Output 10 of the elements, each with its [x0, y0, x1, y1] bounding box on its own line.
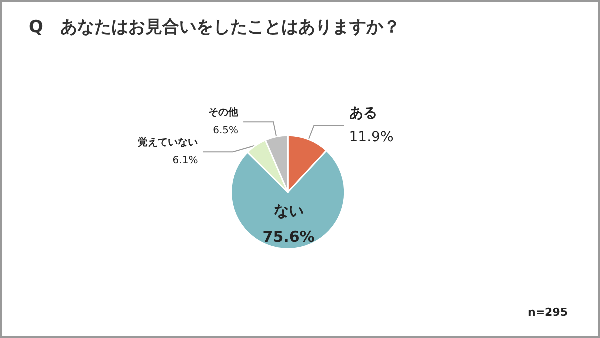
chart-title: Q あなたはお見合いをしたことはありますか？: [29, 18, 400, 38]
slice-label: その他: [208, 106, 240, 119]
slice-label: ない: [274, 202, 304, 220]
slice-label: ある: [349, 106, 378, 122]
data-label: 11.9%: [349, 130, 394, 146]
slice-label: 覚えていない: [138, 136, 198, 149]
data-label: 75.6%: [262, 228, 315, 246]
data-label: 6.5%: [213, 126, 239, 137]
data-label: 6.1%: [172, 156, 198, 167]
text: n=295: [528, 306, 568, 319]
